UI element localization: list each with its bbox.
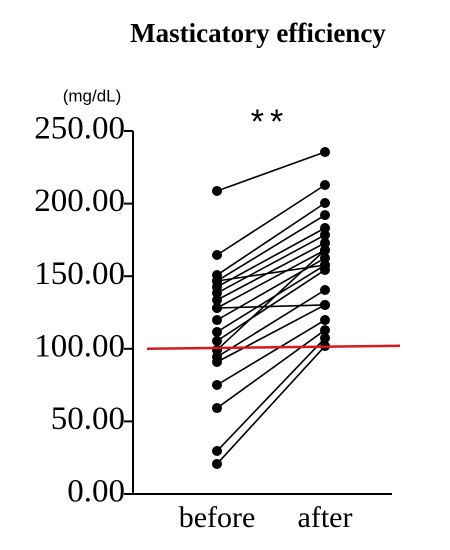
pair-line [216,227,326,288]
data-point [212,315,222,326]
data-point [212,185,222,196]
data-point [320,299,330,310]
data-point [212,288,222,299]
data-point [320,147,330,158]
significance: ** [251,103,289,141]
pair-line [216,202,326,276]
data-point [320,315,330,326]
pair-line [216,345,326,465]
pair-line [216,249,326,351]
data-point [320,245,330,256]
data-point [320,229,330,240]
data-point [320,284,330,295]
pair-line [216,234,326,294]
data-point [212,275,222,286]
chart-title: Masticatory efficiency [130,18,386,48]
data-point [212,458,222,469]
pair-line [216,242,326,301]
pair-line [216,249,326,309]
data-point [212,446,222,457]
pair-line [216,337,326,452]
pair-line [216,214,326,282]
pair-line [216,269,326,342]
data-point [320,198,330,209]
data-point [320,210,330,221]
data-point [212,326,222,337]
y-tick-label: 250.00 [34,111,125,147]
y-tick-label: 100.00 [34,328,125,364]
data-point [212,379,222,390]
pair-line [216,184,326,256]
data-point [320,237,330,248]
data-point [212,335,222,346]
x-tick-label: after [298,501,353,534]
data-point [212,403,222,414]
reference-line [146,344,401,351]
pair-line [216,264,326,333]
pair-line [216,304,326,309]
y-axis-unit: (mg/dL) [63,86,122,105]
data-point [212,250,222,261]
x-tick-label: before [179,501,256,534]
y-tick-label: 150.00 [34,256,125,292]
pair-line [216,264,326,282]
data-point [320,333,330,344]
pair-line [216,304,326,363]
y-tick-label: 200.00 [34,183,125,219]
pair-line [216,151,326,192]
pair-line [216,319,326,386]
data-point [320,180,330,191]
y-tick-label: 50.00 [51,401,125,437]
data-point [320,260,330,271]
data-point [320,253,330,264]
data-point [320,325,330,336]
data-point [212,357,222,368]
y-tick-label: 0.00 [67,474,125,510]
data-point [212,302,222,313]
data-point [212,295,222,306]
pair-line [216,329,326,409]
data-point [320,222,330,233]
pair-line [216,289,326,358]
